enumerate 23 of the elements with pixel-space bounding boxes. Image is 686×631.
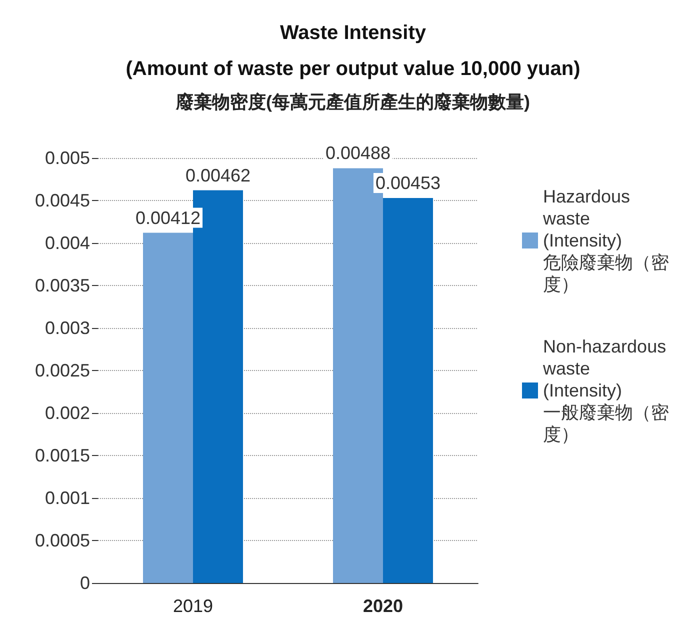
y-tick-label: 0.0045 <box>34 190 90 210</box>
x-tick-label: 2020 <box>362 596 404 616</box>
data-label: 0.00488 <box>325 143 391 164</box>
data-label: 0.00453 <box>375 172 441 193</box>
chart-title: Waste Intensity (Amount of waste per output value 10,000 yuan) <box>126 22 580 80</box>
data-label: 0.00462 <box>185 165 251 186</box>
legend-label: Hazardous waste (Intensity) 危險廢棄物（密度） <box>542 186 669 294</box>
x-tick-label: 2019 <box>172 596 214 616</box>
y-tick-label: 0.0015 <box>34 446 90 466</box>
y-tick-label: 0.0025 <box>34 360 90 380</box>
y-tick-label: 0.002 <box>44 403 90 423</box>
bar <box>143 232 193 583</box>
y-tick-label: 0.0005 <box>34 530 90 550</box>
y-tick-label: 0 <box>80 573 90 593</box>
y-tick-label: 0.005 <box>44 148 90 168</box>
bar <box>383 198 433 583</box>
legend-label: Non-hazardous waste (Intensity) 一般廢棄物（密度） <box>542 336 669 444</box>
chart-subtitle: 廢棄物密度(每萬元產值所產生的廢棄物數量) <box>175 92 530 112</box>
y-tick-label: 0.0035 <box>34 276 90 296</box>
y-tick-label: 0.004 <box>44 233 90 253</box>
y-tick-label: 0.001 <box>44 488 90 508</box>
y-tick-label: 0.003 <box>44 318 90 338</box>
data-label: 0.00412 <box>135 208 201 228</box>
